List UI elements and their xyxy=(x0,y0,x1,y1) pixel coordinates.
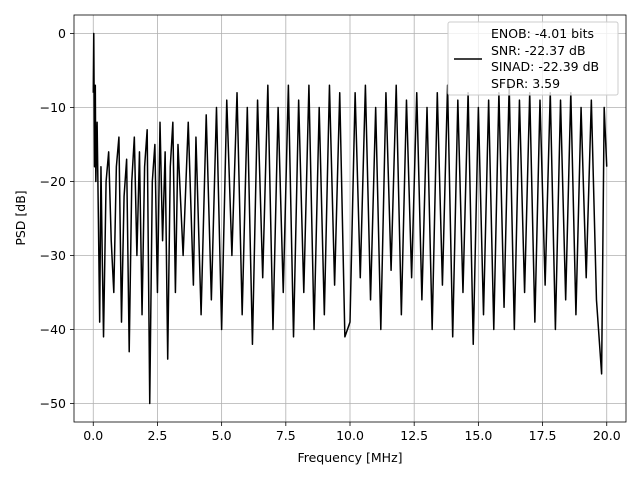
legend-box xyxy=(447,21,619,96)
x-axis-label: Frequency [MHz] xyxy=(297,450,402,465)
legend-entry-enob: ENOB: -4.01 bits xyxy=(491,26,594,41)
x-axis: 0.0 2.5 5.0 7.5 10.0 12.5 15.0 17.5 20.0 xyxy=(83,422,621,443)
y-tick-label: −50 xyxy=(40,396,66,411)
y-tick-label: −10 xyxy=(40,100,66,115)
legend-entry-snr: SNR: -22.37 dB xyxy=(491,43,586,58)
x-tick-label: 2.5 xyxy=(147,428,167,443)
x-tick-label: 0.0 xyxy=(83,428,103,443)
x-tick-label: 5.0 xyxy=(212,428,232,443)
psd-series-line xyxy=(92,32,608,405)
y-tick-label: −40 xyxy=(40,322,66,337)
legend-entry-sfdr: SFDR: 3.59 xyxy=(491,76,560,91)
x-tick-label: 15.0 xyxy=(464,428,492,443)
y-tick-label: 0 xyxy=(58,26,66,41)
x-tick-label: 17.5 xyxy=(529,428,557,443)
x-tick-label: 12.5 xyxy=(400,428,428,443)
legend: ENOB: -4.01 bits SNR: -22.37 dB SINAD: -… xyxy=(447,21,619,96)
y-tick-label: −30 xyxy=(40,248,66,263)
x-tick-label: 20.0 xyxy=(593,428,621,443)
y-axis: 0 −10 −20 −30 −40 −50 xyxy=(40,26,74,411)
x-tick-label: 10.0 xyxy=(336,428,364,443)
y-axis-label: PSD [dB] xyxy=(13,190,28,245)
legend-entry-sinad: SINAD: -22.39 dB xyxy=(491,59,599,74)
x-tick-label: 7.5 xyxy=(276,428,296,443)
y-tick-label: −20 xyxy=(40,174,66,189)
data-layer xyxy=(92,32,608,405)
